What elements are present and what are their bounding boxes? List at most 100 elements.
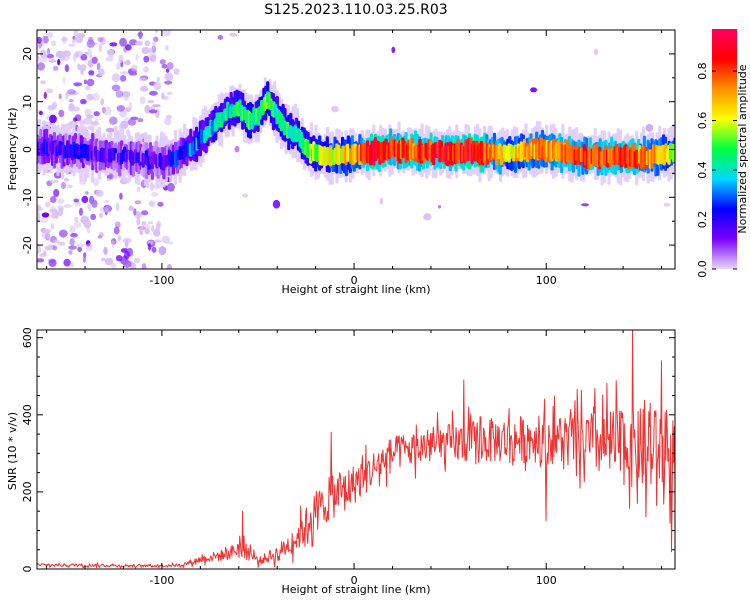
noise-blob [62, 36, 67, 45]
snr-y-ticks: 0 200 400 600 [21, 327, 675, 573]
noise-blob [64, 64, 70, 73]
y-tick-label: 0 [21, 566, 34, 573]
noise-blob [164, 118, 172, 126]
noise-blob [109, 116, 118, 125]
noise-blob [138, 77, 147, 82]
noise-blob [159, 59, 166, 65]
noise-blob [120, 71, 129, 75]
noise-blob [91, 56, 98, 64]
noise-blob [57, 58, 61, 66]
noise-blob [136, 217, 141, 226]
noise-blob [124, 250, 130, 260]
spectrogram-x-ticks: -100 0 100 [46, 30, 663, 287]
noise-blob [153, 239, 162, 243]
noise-blob [272, 199, 281, 209]
y-tick-label: 600 [21, 327, 34, 348]
noise-blob [40, 217, 49, 224]
noise-blob [73, 30, 78, 37]
noise-blob [63, 204, 72, 208]
noise-blob [100, 98, 105, 106]
noise-blob [50, 223, 55, 230]
noise-blob [114, 221, 121, 228]
noise-blob [143, 55, 150, 63]
noise-blob [109, 51, 114, 58]
noise-blob [166, 182, 175, 192]
noise-blob [57, 242, 66, 246]
noise-blob [41, 50, 50, 56]
noise-blob [74, 36, 84, 44]
noise-blob [134, 200, 142, 205]
noise-blob [152, 104, 161, 108]
noise-blob [90, 213, 97, 220]
noise-blob [68, 103, 75, 112]
noise-blob [124, 44, 132, 51]
noise-blob [48, 59, 57, 63]
y-tick-label: 0 [21, 146, 34, 153]
y-tick-label: 400 [21, 404, 34, 425]
colorbar-tick-label: 0.2 [696, 211, 709, 229]
noise-blob [76, 243, 86, 248]
noise-blob [125, 107, 131, 113]
noise-blob [80, 98, 87, 105]
noise-blob [85, 191, 89, 195]
noise-blob [43, 91, 47, 99]
noise-blob [165, 45, 169, 51]
y-tick-label: -10 [21, 188, 34, 206]
noise-blob [86, 93, 94, 101]
noise-blob [153, 81, 162, 91]
noise-blob [162, 95, 170, 100]
noise-blob [42, 228, 51, 234]
noise-blob [58, 208, 64, 217]
noise-blob [147, 52, 157, 60]
noise-blob [44, 246, 51, 251]
noise-blob [52, 240, 60, 244]
noise-blob [119, 37, 127, 47]
y-tick-label: -20 [21, 236, 34, 254]
noise-blob [130, 116, 139, 121]
noise-blob [87, 48, 92, 57]
noise-blob [98, 212, 104, 218]
noise-blob [70, 262, 74, 268]
noise-blob [166, 241, 174, 245]
noise-blob [60, 181, 66, 190]
noise-blob [83, 252, 87, 259]
noise-blob [143, 66, 149, 73]
noise-blob [37, 36, 42, 44]
noise-blob [77, 246, 82, 253]
noise-blob [119, 192, 123, 200]
noise-blob [103, 106, 112, 116]
noise-blob [52, 245, 58, 251]
noise-blob [86, 78, 95, 87]
colorbar-gradient [712, 29, 737, 269]
noise-blob [72, 39, 76, 43]
spectrogram-x-label: Height of straight line (km) [281, 283, 430, 296]
noise-blob [62, 76, 66, 84]
noise-blob [241, 193, 249, 198]
spectrogram-marks [37, 30, 675, 269]
noise-blob [156, 77, 161, 82]
noise-blob [53, 189, 60, 197]
noise-blob [104, 200, 110, 204]
noise-blob [148, 109, 158, 114]
noise-blob [91, 199, 98, 208]
noise-blob [43, 35, 49, 44]
spectrogram-y-ticks: -20 -10 0 10 20 [21, 29, 675, 270]
noise-blob [166, 114, 172, 119]
noise-blob [148, 200, 155, 207]
noise-blob [153, 36, 159, 42]
noise-blob [140, 86, 149, 92]
noise-blob [136, 211, 141, 219]
noise-blob [113, 226, 120, 235]
noise-blob [663, 202, 671, 207]
noise-blob [68, 250, 73, 255]
noise-blob [49, 179, 59, 184]
noise-blob [116, 105, 126, 112]
noise-blob [152, 41, 157, 46]
noise-blob [111, 73, 121, 82]
noise-blob [164, 80, 173, 85]
noise-blob [167, 91, 173, 96]
colorbar-tick-label: 0.6 [696, 112, 709, 129]
noise-blob [45, 201, 51, 208]
noise-blob [166, 264, 172, 269]
snr-x-ticks: -100 0 100 [46, 330, 663, 587]
